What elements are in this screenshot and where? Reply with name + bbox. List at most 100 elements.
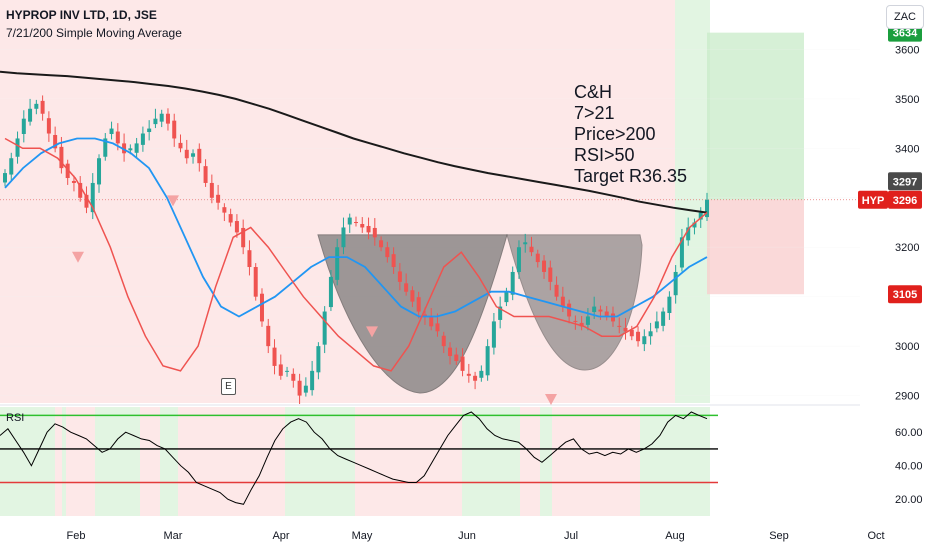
annotation-line: 7>21 — [574, 103, 615, 123]
price-tick-label: 3200 — [895, 242, 919, 254]
candle-body — [191, 153, 196, 157]
candle-body — [128, 148, 133, 151]
candle-body — [705, 199, 709, 218]
time-tick-label: Aug — [665, 530, 685, 542]
candle-body — [259, 293, 264, 322]
candle-body — [617, 325, 622, 327]
rsi-bearish-zone — [55, 407, 62, 516]
candle-body — [397, 271, 402, 282]
candle-body — [673, 271, 678, 296]
last-price-tag-bg — [888, 190, 922, 209]
symbol-title[interactable]: HYPROP INV LTD, 1D, JSE — [6, 8, 157, 22]
last-price-tag-text: 3296 — [893, 195, 917, 207]
candle-body — [542, 260, 547, 272]
candle-body — [316, 346, 321, 373]
candle-body — [184, 149, 189, 159]
candle-body — [454, 354, 459, 361]
candle-body — [698, 212, 703, 220]
candle-body — [266, 325, 271, 347]
candle-body — [53, 134, 58, 149]
rsi-tick-label: 20.00 — [895, 494, 923, 506]
candle-body — [335, 247, 340, 280]
candle-body — [692, 222, 697, 228]
candle-body — [21, 118, 26, 135]
candle-body — [310, 370, 315, 391]
candle-body — [322, 311, 327, 345]
candle-body — [366, 225, 371, 233]
rsi-bearish-zone — [520, 407, 540, 516]
candle-body — [479, 370, 484, 378]
sma21-line — [4, 137, 708, 318]
chart-background — [0, 0, 860, 516]
candle-body — [686, 227, 691, 241]
rsi-line — [0, 411, 708, 505]
candle-body — [422, 314, 427, 317]
bullish-zone — [675, 0, 710, 403]
candle-body — [435, 323, 440, 332]
rsi-bullish-zone — [640, 407, 710, 516]
candle-body — [636, 331, 641, 342]
candle-body — [46, 118, 51, 134]
candle-body — [654, 321, 659, 329]
candle-body — [360, 223, 365, 228]
rsi-bullish-zone — [0, 407, 55, 516]
candle-body — [560, 296, 565, 307]
candle-body — [65, 163, 70, 179]
candle-body — [623, 327, 628, 332]
earnings-marker[interactable]: E — [221, 378, 236, 395]
candle-body — [90, 182, 95, 213]
last-price-tag: 3296 — [888, 190, 922, 209]
price-tags: 3634 3297 HYP 3296 3105 — [858, 23, 922, 304]
candle-body — [15, 138, 20, 157]
candle-body — [372, 227, 377, 238]
candle-body — [147, 128, 152, 133]
price-tick-label: 2900 — [895, 391, 919, 403]
candle-body — [209, 182, 214, 198]
rsi-bullish-zone — [62, 407, 66, 516]
time-axis: Feb Mar Apr May Jun Jul Aug Sep Oct — [67, 530, 885, 542]
candle-body — [28, 108, 33, 122]
candle-body — [491, 321, 496, 348]
candle-body — [642, 336, 647, 345]
sma200-line — [0, 70, 708, 214]
candle-body — [610, 313, 615, 322]
candle-body — [203, 166, 208, 183]
candle-body — [59, 146, 64, 169]
last-high-tag-bg — [888, 172, 922, 191]
rsi-tick-label: 60.00 — [895, 427, 923, 439]
candle-body — [247, 250, 252, 268]
target-price-tag-text: 3634 — [893, 28, 918, 40]
time-tick-label: Jun — [458, 530, 476, 542]
sell-signal-arrow — [366, 326, 378, 338]
candle-body — [385, 247, 390, 258]
candle-body — [122, 143, 127, 154]
candle-body — [567, 303, 572, 317]
candle-body — [661, 311, 666, 326]
candle-body — [498, 306, 503, 320]
candle-body — [153, 118, 158, 125]
indicator-title[interactable]: 7/21/200 Simple Moving Average — [6, 26, 182, 40]
candle-body — [253, 267, 258, 297]
candle-body — [548, 267, 553, 282]
currency-button[interactable]: ZAC — [886, 5, 924, 29]
candle-body — [272, 347, 277, 366]
candle-body — [234, 221, 239, 233]
pattern-annotation: C&H 7>21 Price>200 RSI>50 Target R36.35 — [574, 82, 687, 187]
candle-body — [404, 283, 409, 292]
candle-body — [40, 100, 45, 114]
candlestick-series[interactable] — [3, 95, 709, 404]
sell-signal-arrow — [167, 195, 179, 207]
candle-body — [529, 246, 534, 253]
price-tick-label: 3400 — [895, 143, 919, 155]
candle-body — [347, 217, 352, 225]
candle-body — [285, 370, 290, 372]
candle-body — [410, 290, 415, 302]
rsi-pane — [0, 411, 718, 505]
candle-body — [535, 253, 540, 263]
candle-body — [429, 316, 434, 327]
candle-body — [473, 375, 478, 381]
rsi-bullish-zone — [462, 407, 520, 516]
symbol-tag-text: HYP — [862, 195, 885, 207]
candle-body — [216, 194, 221, 203]
